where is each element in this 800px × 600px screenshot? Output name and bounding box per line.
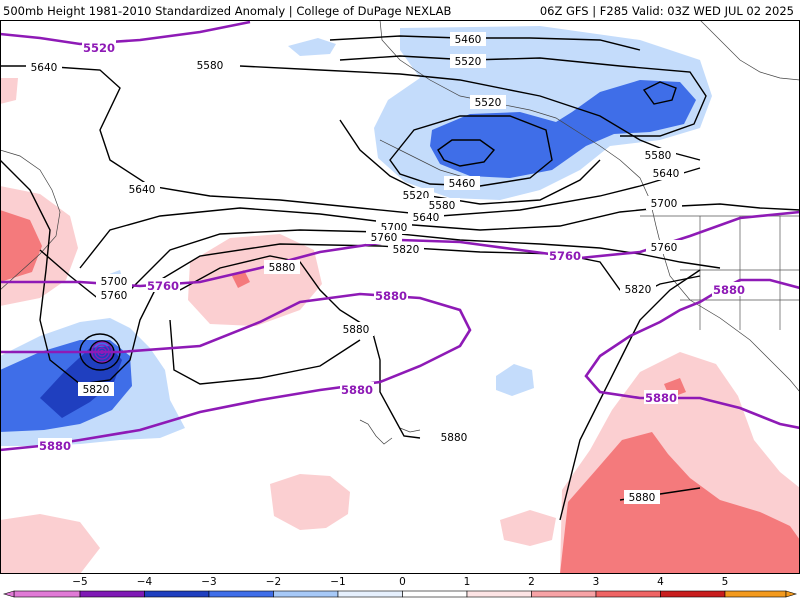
contour-label: 5880 — [441, 432, 468, 444]
coastline-asia — [0, 149, 61, 291]
highlight-label: 5880 — [645, 391, 677, 405]
contour-5460-low — [437, 139, 496, 167]
model-run-info: 06Z GFS | F285 Valid: 03Z WED JUL 02 202… — [539, 4, 794, 18]
contour-label: 5580 — [429, 200, 456, 212]
legend-tick-label: −3 — [201, 576, 216, 588]
chart-header: 500mb Height 1981-2010 Standardized Anom… — [0, 0, 800, 20]
chart-title: 500mb Height 1981-2010 Standardized Anom… — [3, 4, 452, 18]
anomaly-blob-sub-islands — [500, 510, 556, 546]
coastline-northwest-canada — [699, 20, 800, 81]
legend-color-segment — [13, 590, 81, 598]
legend-tick-label: −1 — [330, 576, 345, 588]
contour-label: 5580 — [197, 60, 224, 72]
contour-5640 — [0, 65, 701, 217]
legend-color-segment — [402, 590, 468, 598]
legend-tick-label: 4 — [657, 576, 664, 588]
color-scale-legend: −5 −4 −3 −2 −1 0 1 2 3 4 5 — [2, 576, 798, 598]
purple-contour-labels: 5520 5760 5760 5880 5880 5880 5880 5880 — [38, 40, 746, 453]
purple-contour-5880-west — [0, 292, 472, 452]
contour-label: 5820 — [393, 244, 420, 256]
legend-color-segment — [144, 590, 210, 598]
legend-color-segment — [337, 590, 403, 598]
anomaly-blob-east-pacific-mid — [560, 432, 800, 574]
highlight-label: 5880 — [341, 383, 373, 397]
contour-label: 5880 — [629, 492, 656, 504]
anomaly-blob-alaska-mid — [430, 80, 696, 178]
legend-tick-labels: −5 −4 −3 −2 −1 0 1 2 3 4 5 — [72, 576, 728, 588]
contour-label: 5820 — [625, 284, 652, 296]
anomaly-blob-south-central — [270, 474, 350, 530]
contour-label: 5760 — [651, 242, 678, 254]
legend-color-bar — [2, 590, 798, 598]
anomaly-blob-central-pacific — [188, 234, 322, 326]
contour-label: 5520 — [455, 56, 482, 68]
contour-label: 5460 — [449, 178, 476, 190]
contour-5880-central-south — [169, 319, 361, 385]
hawaii-islands — [359, 419, 421, 445]
contour-label: 5760 — [101, 290, 128, 302]
legend-color-segment — [660, 590, 726, 598]
anomaly-blob-far-west-mid — [0, 210, 42, 282]
anomaly-blob-small-north — [288, 38, 336, 56]
legend-tick-label: 3 — [593, 576, 600, 588]
legend-tick-label: 0 — [399, 576, 406, 588]
contour-label: 5700 — [651, 198, 678, 210]
legend-tick-label: −2 — [266, 576, 281, 588]
state-borders — [640, 215, 800, 330]
legend-tick-label: 5 — [722, 576, 729, 588]
legend-color-segment — [724, 590, 787, 598]
black-contour-labels: 5460 5460 5520 5520 5520 5580 5580 5580 … — [26, 32, 684, 504]
contour-5460-north — [329, 35, 641, 51]
highlight-label: 5880 — [39, 439, 71, 453]
contour-label: 5820 — [83, 384, 110, 396]
contour-label: 5460 — [455, 34, 482, 46]
contour-5520-upper — [339, 55, 707, 137]
legend-color-segment — [531, 590, 597, 598]
anomaly-blob-nw-corner — [0, 78, 18, 104]
highlight-label: 5880 — [713, 283, 745, 297]
coastline-alaska — [379, 20, 800, 393]
contour-label: 5520 — [403, 190, 430, 202]
contour-5880-central — [179, 255, 421, 439]
anomaly-blob-sw-south — [0, 514, 100, 574]
legend-tick-label: 1 — [464, 576, 471, 588]
legend-right-arrow — [785, 590, 798, 598]
anomaly-map: 5460 5460 5520 5520 5520 5580 5580 5580 … — [0, 20, 800, 574]
contour-label: 5700 — [101, 276, 128, 288]
contour-5520-ne-small — [642, 81, 677, 105]
legend-color-segment — [208, 590, 274, 598]
highlight-label: 5760 — [549, 249, 581, 263]
anomaly-blob-east-pacific — [496, 364, 534, 396]
contour-label: 5640 — [413, 212, 440, 224]
contour-label: 5520 — [475, 97, 502, 109]
contour-5520-low — [389, 115, 553, 187]
legend-color-segment — [273, 590, 339, 598]
highlight-label: 5760 — [147, 279, 179, 293]
legend-tick-label: −4 — [137, 576, 153, 588]
contour-label: 5580 — [645, 150, 672, 162]
contour-label: 5880 — [269, 262, 296, 274]
coastlines — [0, 20, 800, 445]
contour-5700 — [79, 203, 800, 269]
contour-label: 5880 — [343, 324, 370, 336]
contour-label: 5760 — [371, 232, 398, 244]
legend-tick-label: −5 — [72, 576, 87, 588]
contour-label: 5640 — [129, 184, 156, 196]
legend-tick-label: 2 — [528, 576, 535, 588]
legend-left-arrow — [2, 590, 15, 598]
contour-label: 5640 — [653, 168, 680, 180]
legend-color-segment — [466, 590, 532, 598]
highlight-label: 5520 — [83, 41, 115, 55]
legend-color-segment — [595, 590, 661, 598]
contour-label: 5640 — [31, 62, 58, 74]
legend-color-segment — [79, 590, 145, 598]
highlight-label: 5880 — [375, 289, 407, 303]
